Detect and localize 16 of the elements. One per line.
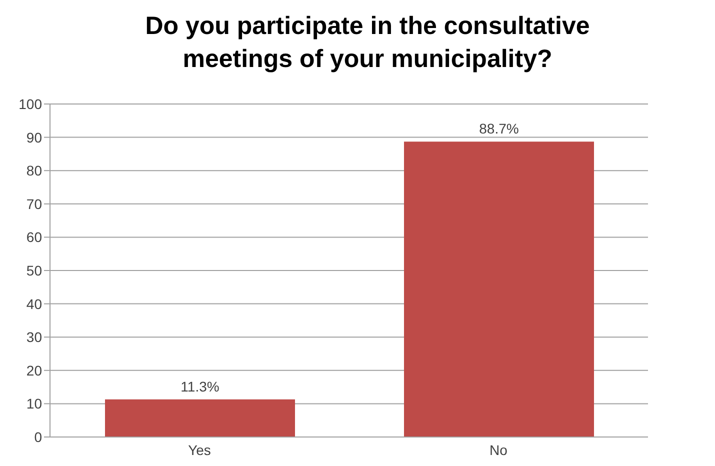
y-tick-label: 20 <box>26 362 42 378</box>
y-tick-label: 50 <box>26 262 42 278</box>
y-tick-label: 60 <box>26 229 42 246</box>
x-tick-label: No <box>490 442 508 458</box>
y-tick-label: 70 <box>26 196 42 212</box>
y-tick-label: 0 <box>34 428 42 445</box>
data-label: 88.7% <box>479 120 519 137</box>
y-tick-label: 90 <box>26 129 42 146</box>
chart-title: Do you participate in the consultative meetings of your municipality? <box>144 10 591 74</box>
y-tick-label: 100 <box>18 96 42 112</box>
y-tick-label: 80 <box>26 162 42 179</box>
data-label: 11.3% <box>180 378 220 394</box>
y-tick-label: 10 <box>26 396 42 412</box>
x-tick-label: Yes <box>188 442 211 458</box>
y-tick-label: 40 <box>26 296 42 312</box>
y-tick-label: 30 <box>26 329 42 346</box>
